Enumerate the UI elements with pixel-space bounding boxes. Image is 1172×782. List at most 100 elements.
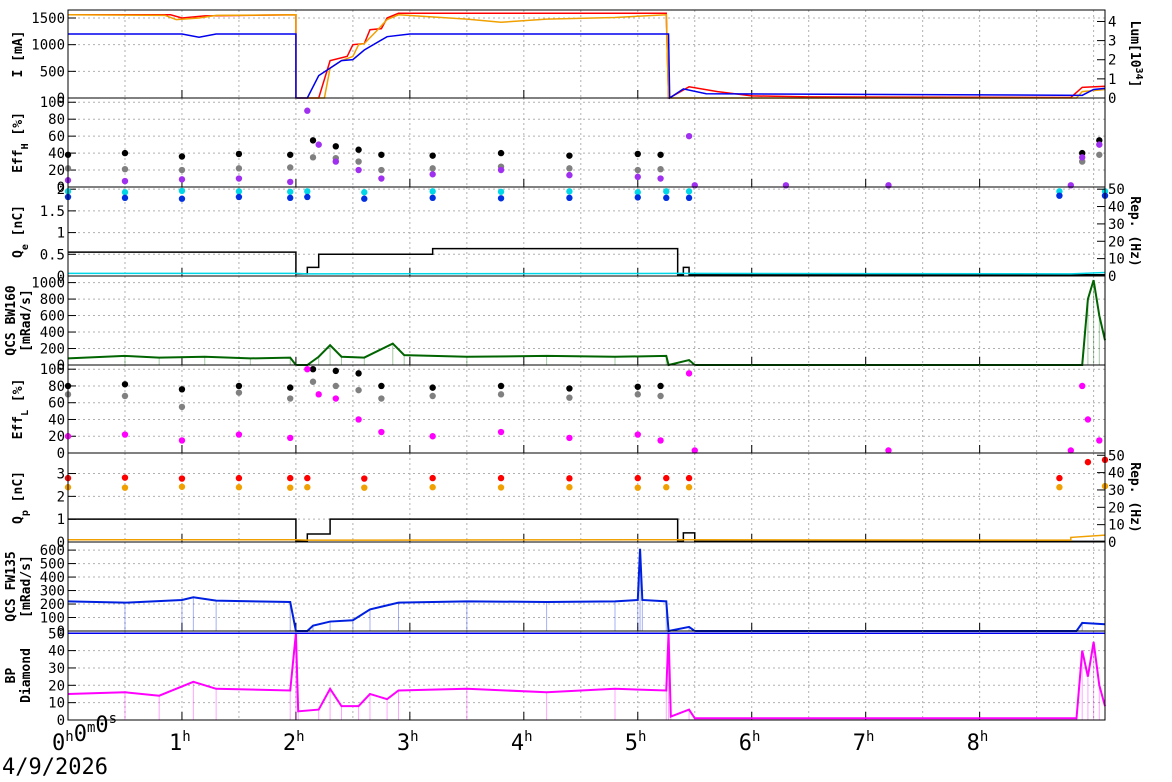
right-tick-label: 30 <box>1108 483 1125 499</box>
y-tick-label: 2 <box>57 489 65 505</box>
series-q_p-0 <box>64 456 1109 482</box>
data-point <box>178 176 186 183</box>
series-eff_l-0 <box>64 365 664 393</box>
x-tick-value: 0 <box>52 731 65 756</box>
data-point <box>287 151 294 158</box>
series-q_e-0 <box>64 187 1109 196</box>
x-tick-value: 8 <box>967 731 980 756</box>
y-tick-label: 300 <box>40 584 65 600</box>
data-point <box>332 143 339 150</box>
right-axis-label-part: Rep. (Hz) <box>1127 462 1142 532</box>
y-tick-label: 2 <box>57 182 65 198</box>
x-tick-label: 3h <box>397 729 419 756</box>
data-point <box>235 193 243 201</box>
data-point <box>429 484 436 491</box>
y-tick-label: 0 <box>57 446 65 462</box>
data-point <box>235 389 243 396</box>
series-q_p-2 <box>68 518 1105 543</box>
y-tick-label: 0 <box>57 713 65 729</box>
right-axis-label-part: 34 <box>1134 68 1145 80</box>
data-point <box>287 178 294 186</box>
y-tick-label: 20 <box>48 429 65 445</box>
y-tick-label: 0 <box>57 535 65 551</box>
data-point <box>178 153 186 160</box>
x-tick-label: 8h <box>967 729 989 756</box>
y-tick-label: 0.5 <box>40 247 65 263</box>
data-point <box>178 386 186 393</box>
x-tick-label: 6h <box>739 729 761 756</box>
y-tick-label: 500 <box>40 557 65 573</box>
data-point <box>657 382 664 390</box>
data-point <box>566 475 573 482</box>
x-tick-unit: h <box>638 729 646 745</box>
y-tick-label: 1 <box>57 512 65 528</box>
data-point <box>309 378 317 385</box>
data-point <box>566 188 573 195</box>
y-axis-label: BP <box>4 668 19 684</box>
data-point <box>355 166 362 174</box>
data-point <box>332 382 339 390</box>
data-point <box>332 158 339 165</box>
data-point <box>1096 141 1103 148</box>
right-tick-label: 2 <box>1108 53 1116 69</box>
data-point <box>378 428 385 436</box>
data-point <box>332 395 339 402</box>
data-point <box>663 194 670 202</box>
y-axis-label-part: I [mA] <box>11 31 26 78</box>
series-eff_l-1 <box>64 378 664 411</box>
series-qcs_bw160-0 <box>67 279 1106 367</box>
data-point <box>657 437 664 444</box>
data-point <box>1056 484 1063 491</box>
y-axis-label-part: L <box>20 410 31 416</box>
data-point <box>657 175 664 182</box>
data-point <box>566 194 573 202</box>
data-point <box>355 158 362 165</box>
data-point <box>885 447 892 454</box>
data-point <box>634 383 641 390</box>
y-tick-label: 10 <box>48 696 65 712</box>
right-axis-label: Rep. (Hz) <box>1127 462 1142 532</box>
data-point <box>304 107 311 114</box>
y-axis-label: QCS FW135 <box>4 551 19 621</box>
series-q_p-3 <box>68 534 1106 541</box>
panel-frame <box>67 275 1106 366</box>
data-point <box>497 149 505 157</box>
data-point <box>304 474 311 482</box>
x-tick-label: 4h <box>511 729 533 756</box>
y-tick-label: 200 <box>40 342 65 358</box>
y-axis-label-part: [%] <box>11 379 26 410</box>
data-point <box>121 149 129 157</box>
data-point <box>634 391 641 398</box>
data-point <box>178 195 186 202</box>
y-tick-label: 100 <box>40 95 65 111</box>
right-tick-label: 40 <box>1108 466 1125 482</box>
x-tick-unit: h <box>296 729 304 745</box>
y-tick-label: 0 <box>57 624 65 640</box>
data-point <box>685 370 693 377</box>
right-axis-label-part: Lum[10 <box>1127 21 1142 68</box>
y-tick-label: 40 <box>48 412 65 428</box>
y-tick-label: 20 <box>48 678 65 694</box>
y-axis-label-part: [nC] <box>11 471 26 510</box>
y-tick-label: 30 <box>48 661 65 677</box>
y-tick-label: 600 <box>40 309 65 325</box>
data-point <box>235 474 243 482</box>
data-point <box>663 188 670 195</box>
y-tick-label: 600 <box>40 543 65 559</box>
x-tick-unit: s <box>109 711 117 727</box>
right-tick-label: 20 <box>1108 500 1125 516</box>
data-point <box>885 182 892 189</box>
data-point <box>304 484 311 491</box>
y-axis-label-part: [%] <box>11 112 26 143</box>
data-point <box>691 447 698 454</box>
data-point <box>497 428 505 436</box>
x-tick-unit: h <box>524 729 532 745</box>
data-point <box>361 189 368 196</box>
y-axis-label: EffH [%] <box>11 112 31 173</box>
series-eff_l-2 <box>64 365 1103 454</box>
data-point <box>497 474 505 482</box>
y-axis-label-part: Q <box>11 516 26 524</box>
y-tick-label: 1.5 <box>40 204 65 220</box>
